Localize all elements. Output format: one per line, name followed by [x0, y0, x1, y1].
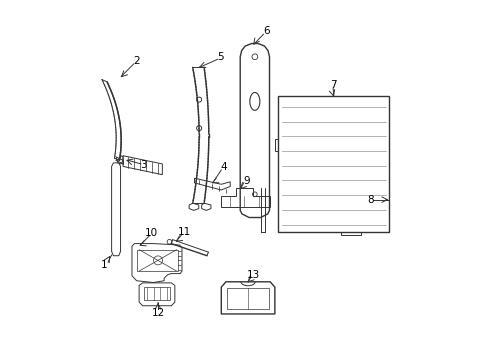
Text: 2: 2	[133, 56, 140, 66]
Text: 3: 3	[140, 160, 147, 170]
Text: 12: 12	[151, 308, 164, 318]
Text: 7: 7	[329, 80, 336, 90]
Text: 11: 11	[178, 227, 191, 237]
Text: 9: 9	[243, 176, 249, 186]
Text: 8: 8	[366, 195, 373, 204]
Text: 10: 10	[144, 228, 157, 238]
Text: 1: 1	[101, 260, 107, 270]
Text: 5: 5	[217, 52, 224, 62]
Text: 6: 6	[263, 26, 269, 36]
Text: 13: 13	[246, 270, 260, 280]
Text: 4: 4	[220, 162, 226, 172]
